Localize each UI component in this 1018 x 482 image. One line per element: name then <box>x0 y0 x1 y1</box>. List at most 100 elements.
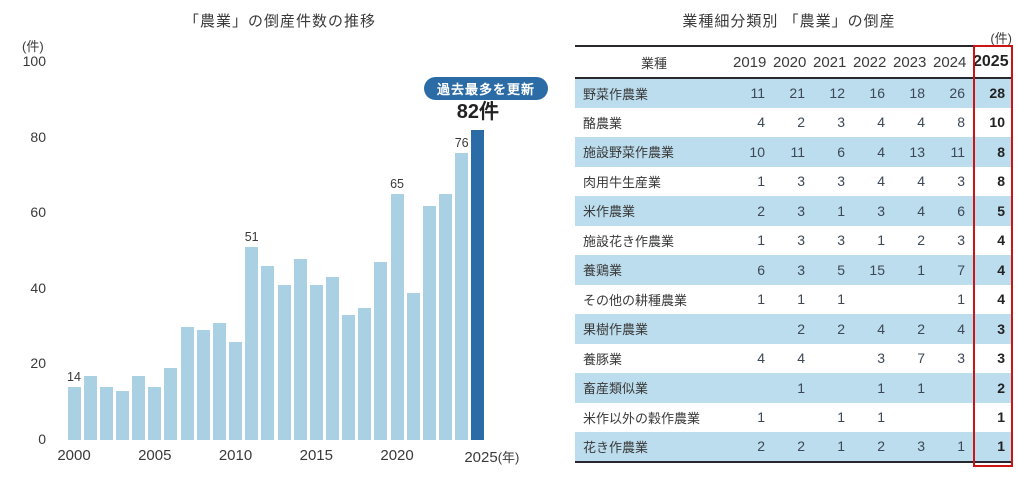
cell-2019: 1 <box>757 232 765 249</box>
cell-2020: 3 <box>797 232 805 249</box>
cell-2020: 21 <box>789 85 805 102</box>
cell-2025: 3 <box>997 320 1005 337</box>
industry-breakdown-panel: 業種細分類別 「農業」の倒産 (件) 業種 2019 2020 2021 2022 202… <box>560 0 1018 482</box>
cell-2023: 4 <box>917 114 925 131</box>
x-tick-2000: 2000 <box>57 447 91 464</box>
table-row: 施設野菜作農業 10 11 6 4 13 11 8 <box>575 137 1013 167</box>
industry-name: その他の耕種農業 <box>583 292 688 308</box>
bar-2020 <box>390 194 404 440</box>
x-tick-2025: 2025(年) <box>464 449 520 466</box>
industry-name: 花き作農業 <box>583 439 649 455</box>
cell-2021: 1 <box>837 291 845 308</box>
bar-2012 <box>261 266 275 440</box>
cell-2019: 11 <box>750 85 765 102</box>
table-header-row: 業種 2019 2020 2021 2022 2023 2024 2025 <box>575 46 1013 78</box>
cell-2020: 11 <box>790 143 805 160</box>
cell-2025: 4 <box>997 291 1005 308</box>
cell-2025: 4 <box>997 232 1005 249</box>
bar-2006 <box>164 368 178 440</box>
industry-name: 施設花き作農業 <box>583 233 675 249</box>
cell-2021: 5 <box>837 261 845 278</box>
cell-2022 <box>853 285 893 315</box>
cell-2024: 4 <box>957 320 965 337</box>
cell-2020: 2 <box>797 320 805 337</box>
bar-2003 <box>115 390 129 440</box>
cell-2019: 4 <box>757 114 765 131</box>
cell-2025: 3 <box>997 350 1005 367</box>
cell-2019: 4 <box>757 350 765 367</box>
cell-2025: 8 <box>997 143 1005 160</box>
cell-2023: 1 <box>917 261 925 278</box>
table-row: 養豚業 4 4 3 7 3 3 <box>575 344 1013 374</box>
bar-value-label-2020: 65 <box>390 177 405 192</box>
table-row: 肉用牛生産業 1 3 3 4 4 3 8 <box>575 167 1013 197</box>
cell-2021: 3 <box>837 173 845 190</box>
cell-2020: 1 <box>797 291 805 308</box>
cell-2021: 1 <box>837 438 845 455</box>
column-header-2024: 2024 <box>933 53 967 71</box>
cell-2019: 1 <box>757 173 765 190</box>
cell-2025: 10 <box>989 114 1005 131</box>
table-row: 果樹作農業 2 2 4 2 4 3 <box>575 314 1013 344</box>
bar-2002 <box>99 387 113 440</box>
bar-2023 <box>439 194 453 440</box>
cell-2019: 10 <box>749 143 765 160</box>
industry-breakdown-table: 業種 2019 2020 2021 2022 2023 2024 2025 野菜作農業 11 21… <box>575 45 1013 463</box>
industry-name: 養鶏業 <box>583 263 623 279</box>
bar-2025 <box>471 130 485 440</box>
cell-2024: 3 <box>957 350 965 367</box>
cell-2020: 4 <box>797 350 805 367</box>
cell-2025: 8 <box>997 173 1005 190</box>
cell-2020 <box>773 403 813 433</box>
table-row: 畜産類似業 1 1 1 2 <box>575 373 1013 403</box>
x-tick-2015: 2015 <box>299 447 333 464</box>
cell-2022: 4 <box>877 320 885 337</box>
x-tick-2020: 2020 <box>380 447 414 464</box>
cell-2021: 1 <box>837 409 845 426</box>
table-unit-label: (件) <box>990 31 1012 46</box>
table-row: 養鶏業 6 3 5 15 1 7 4 <box>575 255 1013 285</box>
cell-2022: 1 <box>877 232 885 249</box>
cell-2024 <box>933 373 973 403</box>
y-axis-unit-label: (件) <box>22 39 44 54</box>
table-row: 花き作農業 2 2 1 2 3 1 1 <box>575 432 1013 462</box>
table-row: 米作以外の穀作農業 1 1 1 1 <box>575 403 1013 433</box>
cell-2024: 6 <box>957 202 965 219</box>
cell-2022: 1 <box>877 409 885 426</box>
bar-2013 <box>277 285 291 440</box>
cell-2022: 1 <box>877 379 885 396</box>
y-tick-0: 0 <box>38 431 46 447</box>
industry-name: 米作農業 <box>583 204 636 220</box>
cell-2022: 4 <box>877 114 885 131</box>
cell-2025: 28 <box>989 85 1005 102</box>
bar-2024 <box>455 152 469 440</box>
y-tick-100: 100 <box>22 53 46 69</box>
cell-2025: 5 <box>997 202 1005 219</box>
cell-2022: 4 <box>877 173 885 190</box>
cell-2025: 1 <box>997 409 1005 426</box>
cell-2021 <box>813 344 853 374</box>
bar-2008 <box>196 330 210 440</box>
industry-name: 酪農業 <box>583 115 623 131</box>
cell-2023: 1 <box>917 379 925 396</box>
cell-2024: 1 <box>957 291 965 308</box>
cell-2024: 11 <box>950 143 965 160</box>
cell-2021 <box>813 373 853 403</box>
cell-2019: 6 <box>757 261 765 278</box>
y-tick-60: 60 <box>30 204 46 221</box>
table-row: 酪農業 4 2 3 4 4 8 10 <box>575 108 1013 138</box>
bar-value-label-2024: 76 <box>454 135 469 150</box>
cell-2025: 1 <box>997 438 1005 455</box>
cell-2020: 2 <box>797 438 805 455</box>
record-high-badge: 過去最多を更新 <box>424 77 549 100</box>
table-title: 業種細分類別 「農業」の倒産 <box>682 13 896 30</box>
bar-2010 <box>229 341 243 440</box>
cell-2023: 3 <box>917 438 925 455</box>
cell-2019: 1 <box>757 409 765 426</box>
cell-2023: 18 <box>909 85 925 102</box>
cell-2023: 2 <box>917 232 925 249</box>
bar-2011 <box>245 247 259 440</box>
column-header-industry: 業種 <box>640 55 667 71</box>
bar-2018 <box>358 307 372 440</box>
